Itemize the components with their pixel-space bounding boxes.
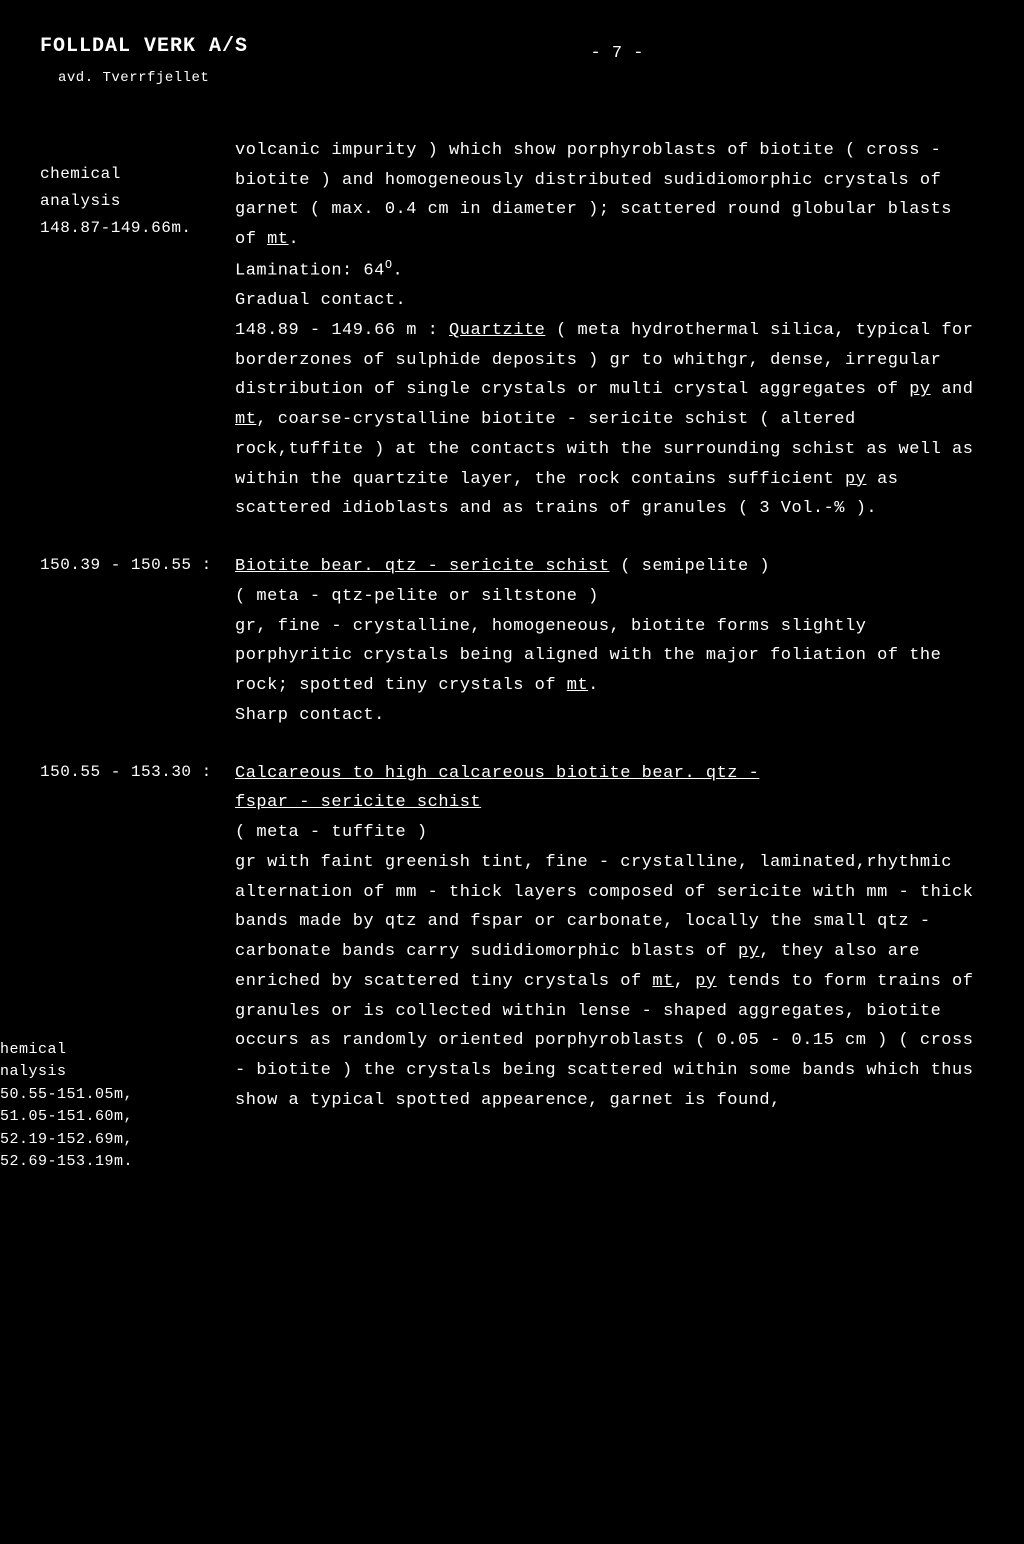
company-name: FOLLDAL VERK A/S — [40, 30, 248, 64]
section-2: 150.39 - 150.55 : Biotite bear. qtz - se… — [40, 552, 984, 731]
margin-text: 52.19-152.69m, — [0, 1129, 133, 1152]
margin-text: 51.05-151.60m, — [0, 1106, 133, 1129]
title-line: Biotite bear. qtz - sericite schist ( se… — [235, 552, 984, 582]
section-1: chemical analysis 148.87-149.66m. volcan… — [40, 136, 984, 524]
margin-note-3: hemical nalysis 50.55-151.05m, 51.05-151… — [0, 1039, 133, 1174]
rock-title-line1: Calcareous to high calcareous biotite be… — [235, 759, 984, 789]
mineral-py: py — [845, 470, 866, 489]
sharp-contact: Sharp contact. — [235, 701, 984, 731]
mineral-mt: mt — [567, 676, 588, 695]
margin-text: chemical — [40, 161, 215, 188]
rock-quartzite: Quartzite — [449, 321, 545, 340]
quartzite-paragraph: 148.89 - 149.66 m : Quartzite ( meta hyd… — [235, 316, 984, 524]
text: . — [289, 230, 300, 249]
body-text-1: volcanic impurity ) which show porphyrob… — [235, 136, 984, 524]
header-left: FOLLDAL VERK A/S avd. Tverrfjellet — [40, 30, 248, 91]
text: ( semipelite ) — [610, 557, 771, 576]
meta-line: ( meta - qtz-pelite or siltstone ) — [235, 582, 984, 612]
text: . — [393, 261, 404, 280]
text: and — [931, 380, 974, 399]
margin-text: 148.87-149.66m. — [40, 215, 215, 242]
text: Lamination: 64 — [235, 261, 385, 280]
mineral-py: py — [738, 942, 759, 961]
section-3: 150.55 - 153.30 : Calcareous to high cal… — [40, 759, 984, 1116]
body-text-2: Biotite bear. qtz - sericite schist ( se… — [235, 552, 984, 731]
margin-text: analysis — [40, 188, 215, 215]
body-text-3: Calcareous to high calcareous biotite be… — [235, 759, 984, 1116]
margin-text: 50.55-151.05m, — [0, 1084, 133, 1107]
depth-label-2: 150.39 - 150.55 : — [40, 552, 215, 731]
company-subheader: avd. Tverrfjellet — [58, 67, 248, 91]
mineral-py: py — [909, 380, 930, 399]
gradual-contact: Gradual contact. — [235, 286, 984, 316]
meta-line: ( meta - tuffite ) — [235, 818, 984, 848]
text: , — [674, 972, 695, 991]
degree-symbol: O — [385, 258, 393, 272]
lamination-line: Lamination: 64O. — [235, 255, 984, 286]
mineral-py: py — [695, 972, 716, 991]
page-number: - 7 - — [590, 40, 644, 91]
mineral-mt: mt — [652, 972, 673, 991]
depth-range: 148.89 - 149.66 m : — [235, 321, 449, 340]
mineral-mt: mt — [235, 410, 256, 429]
description: gr, fine - crystalline, homogeneous, bio… — [235, 612, 984, 701]
text: volcanic impurity ) which show porphyrob… — [235, 141, 952, 249]
text: . — [588, 676, 599, 695]
rock-title-line2: fspar - sericite schist — [235, 788, 984, 818]
page-content: chemical analysis 148.87-149.66m. volcan… — [40, 136, 984, 1116]
text: tends to form trains of granules or is c… — [235, 972, 973, 1110]
margin-text: nalysis — [0, 1061, 133, 1084]
margin-text: 52.69-153.19m. — [0, 1151, 133, 1174]
margin-text: hemical — [0, 1039, 133, 1062]
mineral-mt: mt — [267, 230, 288, 249]
margin-note-1: chemical analysis 148.87-149.66m. — [40, 161, 215, 524]
page-header: FOLLDAL VERK A/S avd. Tverrfjellet - 7 - — [40, 30, 984, 91]
description: gr with faint greenish tint, fine - crys… — [235, 848, 984, 1116]
rock-title: Biotite bear. qtz - sericite schist — [235, 557, 610, 576]
